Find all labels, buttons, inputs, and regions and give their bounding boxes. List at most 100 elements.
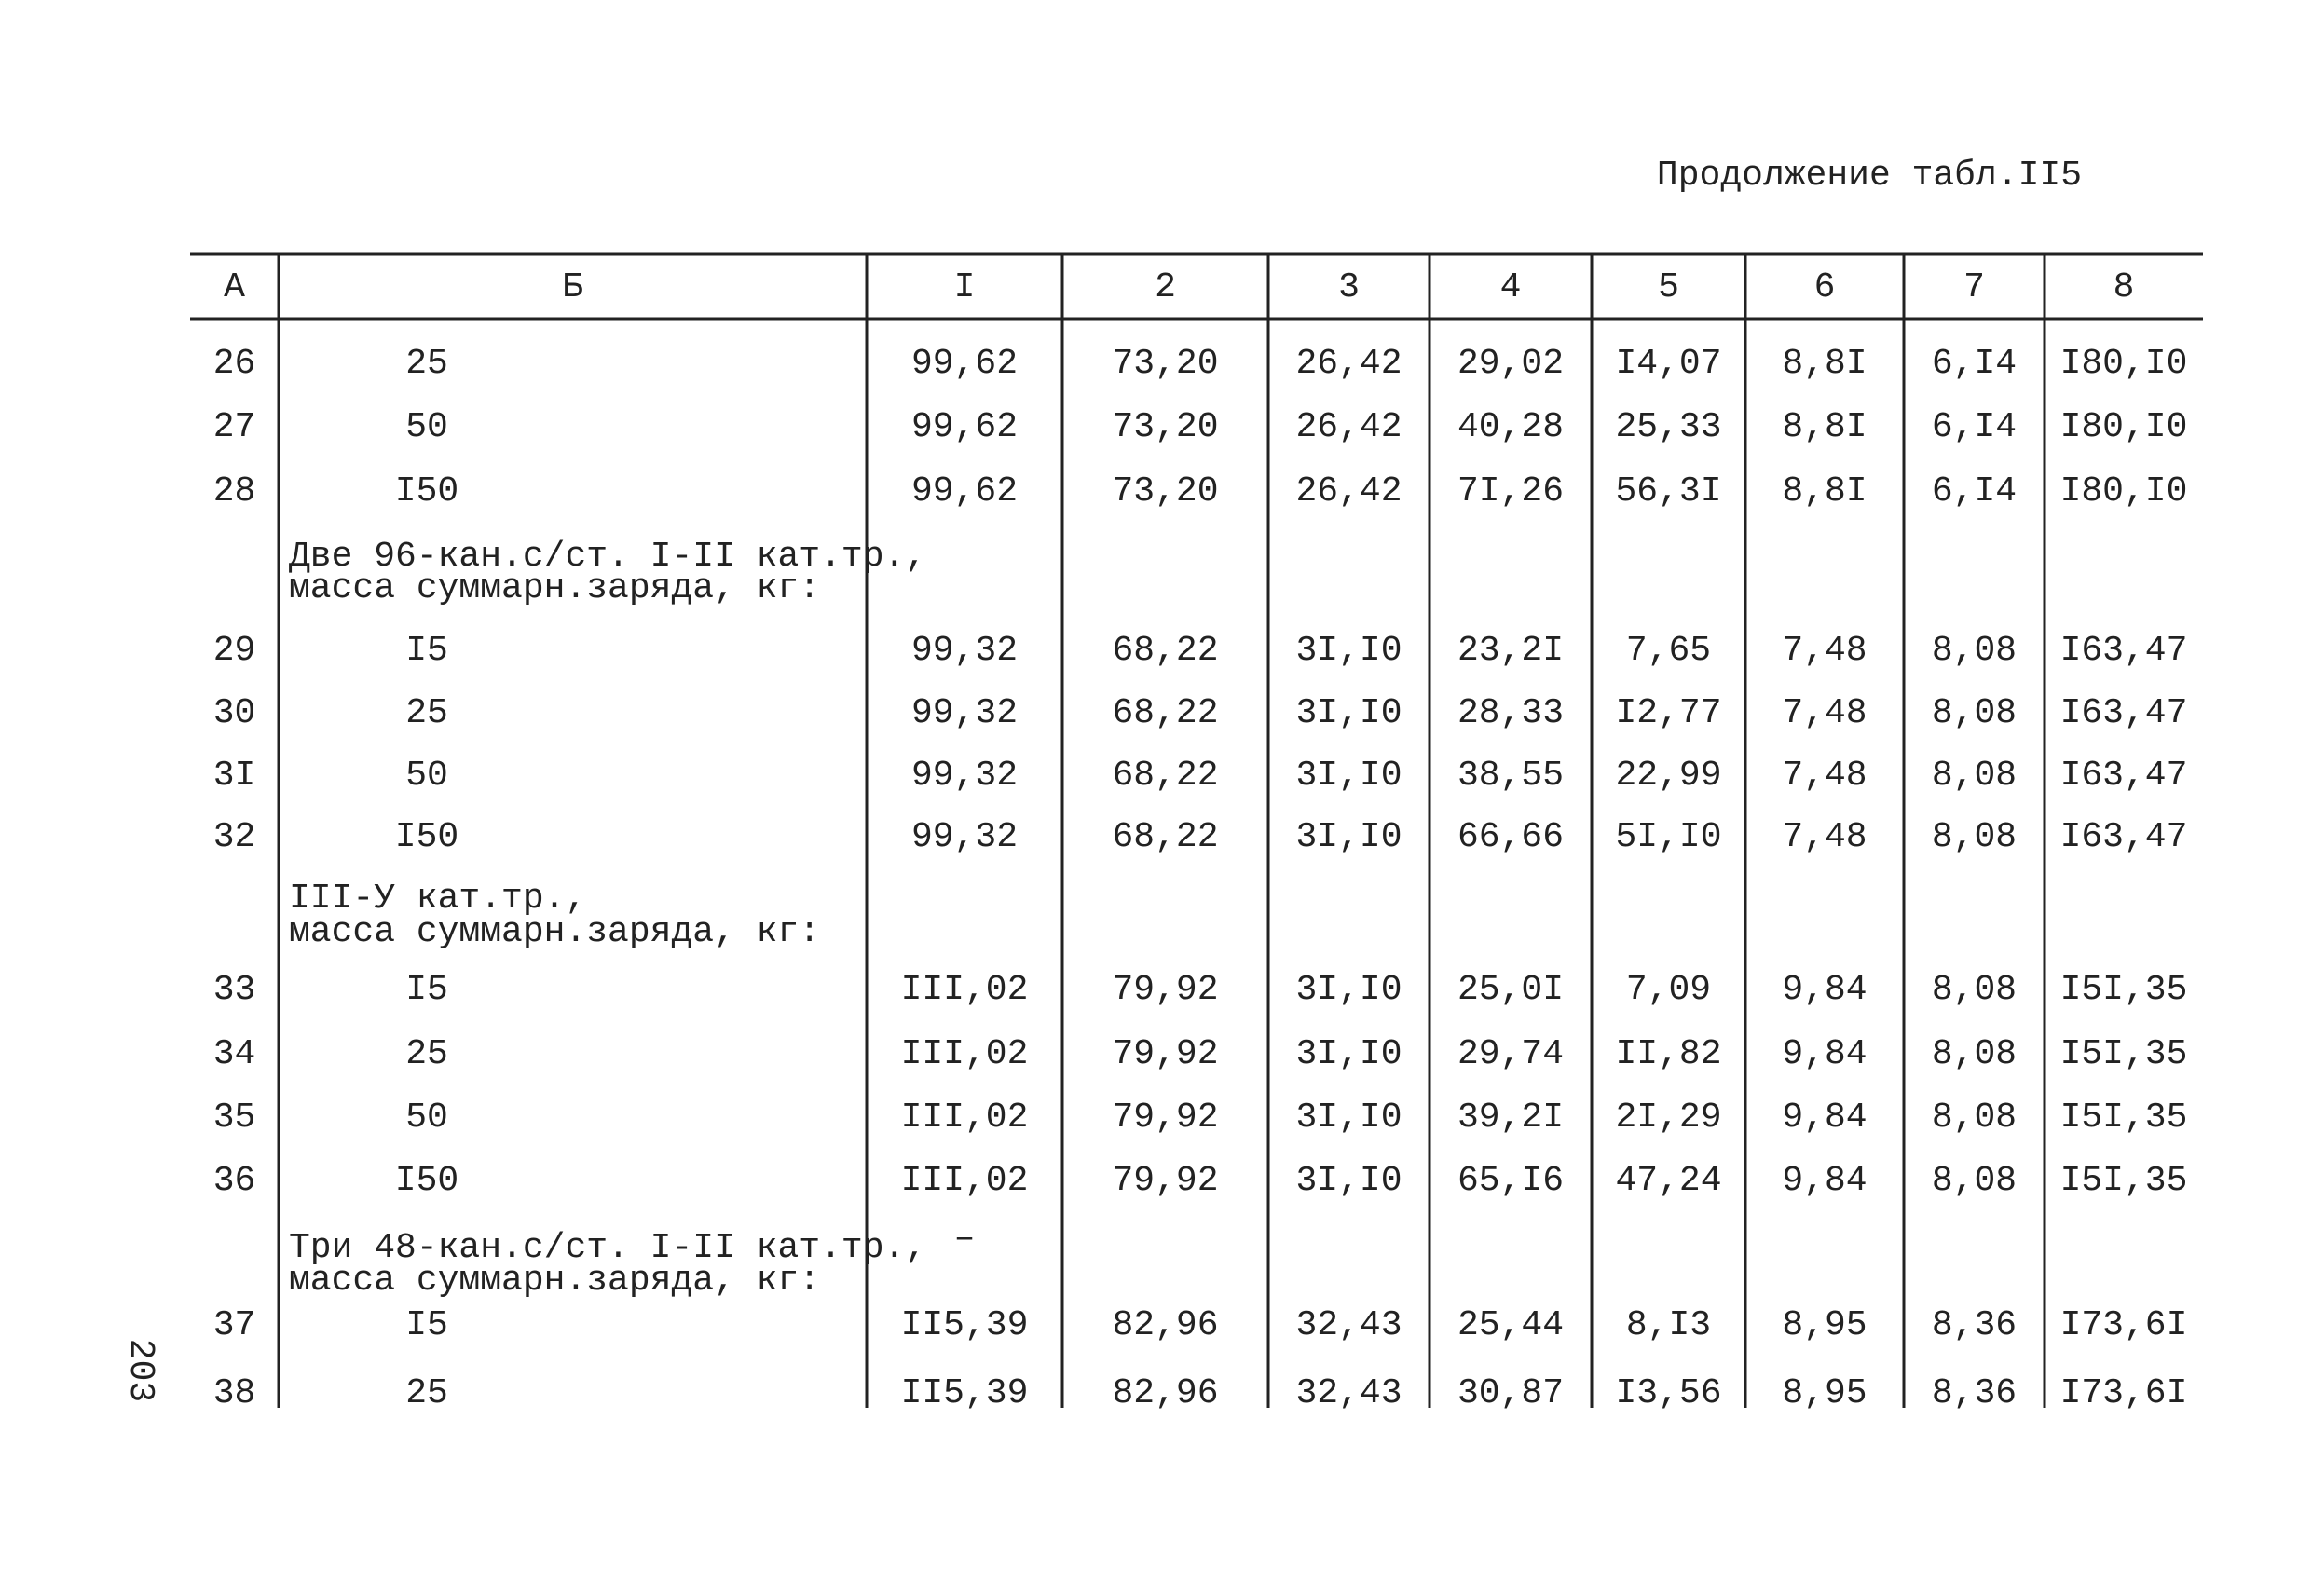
cell: 3I,I0 [1295,631,1402,671]
cell: 68,22 [1112,631,1218,671]
cell: 99,32 [911,817,1018,857]
cell: 68,22 [1112,756,1218,796]
column-header: 7 [1963,267,1985,307]
cell: 38 [213,1373,256,1413]
cell: III,02 [901,1098,1029,1138]
cell: 8,08 [1932,1098,2017,1138]
cell: 79,92 [1112,1161,1218,1201]
section-label: Две 96-кан.с/ст. I-II кат.тр., [289,537,926,577]
cell: I63,47 [2060,631,2188,671]
cell: 7,48 [1782,756,1867,796]
cell: I50 [395,817,458,857]
cell: I80,I0 [2060,344,2188,384]
cell: 26 [213,344,256,384]
cell: 25,44 [1457,1305,1564,1345]
section-label: III-У кат.тр., [289,879,586,919]
cell: 6,I4 [1932,407,2017,447]
cell: 82,96 [1112,1305,1218,1345]
cell: I73,6I [2060,1373,2188,1413]
cell: 26,42 [1295,407,1402,447]
cell: 9,84 [1782,1034,1867,1074]
cell: 30 [213,693,256,733]
cell: I5I,35 [2060,970,2188,1010]
cell: 3I,I0 [1295,1161,1402,1201]
cell: I80,I0 [2060,471,2188,512]
column-header: Б [562,267,583,307]
cell: 25 [405,1373,448,1413]
cell: 99,62 [911,471,1018,512]
cell: 8,08 [1932,970,2017,1010]
cell: 8,08 [1932,1161,2017,1201]
cell: 27 [213,407,256,447]
cell: – [954,1219,976,1259]
cell: 99,62 [911,344,1018,384]
cell: 7,48 [1782,631,1867,671]
cell: 99,32 [911,693,1018,733]
cell: 25,33 [1615,407,1721,447]
cell: 28 [213,471,256,512]
cell: I80,I0 [2060,407,2188,447]
cell: III,02 [901,1161,1029,1201]
cell: 3I,I0 [1295,693,1402,733]
cell: 3I,I0 [1295,817,1402,857]
cell: 29 [213,631,256,671]
cell: 73,20 [1112,471,1218,512]
cell: 6,I4 [1932,344,2017,384]
cell: 3I,I0 [1295,1098,1402,1138]
cell: 99,62 [911,407,1018,447]
cell: II5,39 [901,1305,1029,1345]
cell: I5I,35 [2060,1161,2188,1201]
cell: 25,0I [1457,970,1564,1010]
cell: 33 [213,970,256,1010]
cell: 66,66 [1457,817,1564,857]
cell: 26,42 [1295,471,1402,512]
cell: I63,47 [2060,817,2188,857]
cell: I3,56 [1615,1373,1721,1413]
cell: 7,65 [1626,631,1711,671]
cell: II,82 [1615,1034,1721,1074]
cell: I73,6I [2060,1305,2188,1345]
cell: 28,33 [1457,693,1564,733]
cell: 3I,I0 [1295,756,1402,796]
cell: 23,2I [1457,631,1564,671]
cell: 26,42 [1295,344,1402,384]
cell: 79,92 [1112,970,1218,1010]
cell: 30,87 [1457,1373,1564,1413]
cell: I63,47 [2060,693,2188,733]
cell: 68,22 [1112,817,1218,857]
cell: 2I,29 [1615,1098,1721,1138]
cell: 3I [213,756,256,796]
cell: 29,74 [1457,1034,1564,1074]
cell: 68,22 [1112,693,1218,733]
cell: 73,20 [1112,344,1218,384]
cell: 9,84 [1782,1161,1867,1201]
cell: I2,77 [1615,693,1721,733]
cell: 9,84 [1782,970,1867,1010]
cell: I5 [405,1305,448,1345]
cell: 25 [405,1034,448,1074]
cell: I5I,35 [2060,1098,2188,1138]
cell: 25 [405,693,448,733]
cell: 8,95 [1782,1305,1867,1345]
cell: 8,08 [1932,631,2017,671]
cell: 8,95 [1782,1373,1867,1413]
cell: 99,32 [911,756,1018,796]
cell: I5I,35 [2060,1034,2188,1074]
cell: 6,I4 [1932,471,2017,512]
cell: 7,48 [1782,817,1867,857]
cell: II5,39 [901,1373,1029,1413]
cell: 9,84 [1782,1098,1867,1138]
cell: 56,3I [1615,471,1721,512]
column-header: А [224,267,245,307]
column-header: I [954,267,976,307]
cell: I63,47 [2060,756,2188,796]
cell: 8,08 [1932,693,2017,733]
cell: 99,32 [911,631,1018,671]
column-header: 5 [1658,267,1679,307]
cell: 8,8I [1782,471,1867,512]
cell: 8,I3 [1626,1305,1711,1345]
cell: 8,08 [1932,1034,2017,1074]
cell: 32,43 [1295,1305,1402,1345]
cell: 25 [405,344,448,384]
section-label: Три 48-кан.с/ст. I-II кат.тр., [289,1228,926,1268]
